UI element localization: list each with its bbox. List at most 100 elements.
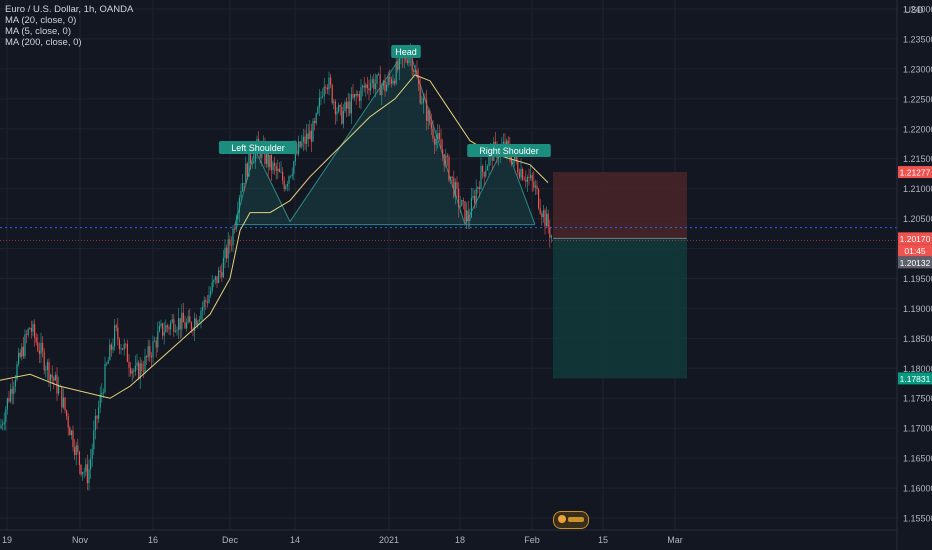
- candle-body: [96, 415, 98, 419]
- candle-body: [166, 325, 168, 328]
- candle-body: [368, 88, 370, 91]
- candle-body: [347, 101, 349, 109]
- ma-200-legend[interactable]: MA (200, close, 0): [5, 37, 82, 48]
- candle-body: [72, 430, 74, 448]
- candle-body: [29, 328, 31, 329]
- candle-body: [331, 84, 333, 103]
- candle-body: [325, 86, 327, 88]
- candle-body: [416, 70, 418, 78]
- candle-body: [112, 346, 114, 350]
- candle-body: [162, 323, 164, 336]
- candle-body: [195, 318, 197, 326]
- candle-body: [477, 187, 479, 189]
- y-tick-label: 1.22000: [903, 124, 932, 134]
- candle-body: [120, 348, 122, 349]
- candle-body: [178, 318, 180, 330]
- event-badge-icon[interactable]: [553, 511, 589, 529]
- candle-body: [522, 168, 524, 180]
- candle-body: [50, 374, 52, 381]
- candle-body: [235, 219, 237, 230]
- candle-body: [123, 343, 125, 350]
- candle-body: [197, 321, 199, 326]
- candle-body: [219, 270, 221, 272]
- position-zones[interactable]: [0, 172, 897, 379]
- candle-body: [53, 377, 55, 381]
- candle-body: [346, 101, 348, 109]
- y-tick-label: 1.19500: [903, 274, 932, 284]
- candle-body: [467, 210, 469, 222]
- candle-body: [437, 132, 439, 139]
- y-tick-label: 1.17500: [903, 394, 932, 404]
- candle-body: [26, 334, 28, 336]
- candle-body: [482, 166, 484, 173]
- candle-body: [277, 168, 279, 171]
- candle-body: [46, 362, 48, 370]
- candle-body: [125, 343, 127, 345]
- candle-body: [248, 151, 250, 177]
- candle-body: [83, 471, 85, 473]
- candle-body: [323, 86, 325, 97]
- candle-body: [456, 182, 458, 189]
- y-tick-label: 1.17000: [903, 424, 932, 434]
- candle-body: [30, 328, 32, 332]
- symbol-title[interactable]: Euro / U.S. Dollar, 1h, OANDA: [5, 4, 134, 15]
- candle-body: [18, 352, 20, 365]
- candle-body: [243, 183, 245, 184]
- candle-body: [133, 370, 135, 372]
- candle-body: [453, 177, 455, 197]
- candle-body: [531, 175, 533, 182]
- candle-body: [464, 201, 466, 222]
- x-tick-label: 16: [148, 535, 158, 545]
- candle-body: [130, 367, 132, 374]
- candle-body: [373, 79, 375, 90]
- candle-body: [107, 360, 109, 364]
- y-tick-label: 1.18000: [903, 364, 932, 374]
- candle-body: [226, 247, 228, 259]
- candle-body: [109, 344, 111, 361]
- candle-body: [408, 55, 410, 64]
- candle-body: [150, 356, 152, 358]
- candle-body: [152, 341, 154, 358]
- candle-body: [462, 200, 464, 202]
- candle-body: [394, 80, 396, 84]
- candle-body: [538, 189, 540, 209]
- candle-body: [8, 398, 10, 402]
- ma-5-legend[interactable]: MA (5, close, 0): [5, 26, 71, 37]
- candle-body: [338, 105, 340, 112]
- time-axis[interactable]: 19 Nov 16 Dec 14 2021 18 Feb 15 Mar: [0, 529, 897, 545]
- candle-body: [182, 312, 184, 323]
- candle-body: [184, 322, 186, 329]
- x-tick-label: Feb: [524, 535, 540, 545]
- candle-body: [350, 94, 352, 114]
- candle-body: [502, 141, 504, 145]
- pattern-label: Left Shoulder: [231, 143, 285, 153]
- candle-body: [528, 176, 530, 178]
- candle-body: [51, 374, 53, 378]
- candle-body: [206, 301, 208, 303]
- candle-body: [363, 85, 365, 88]
- chart-grid: [0, 0, 897, 530]
- candle-body: [157, 331, 159, 348]
- candle-body: [224, 247, 226, 259]
- candle-body: [494, 141, 496, 144]
- candle-body: [171, 319, 173, 323]
- stop-loss-zone: [553, 172, 687, 239]
- take-profit-zone: [553, 238, 687, 379]
- candle-body: [234, 228, 236, 230]
- price-axis[interactable]: 1.24000 1.23500 1.23000 1.22500 1.22000 1.215…: [896, 0, 932, 550]
- candle-body: [104, 364, 106, 393]
- candle-body: [230, 244, 232, 246]
- candle-body: [205, 300, 207, 302]
- ma-20-legend[interactable]: MA (20, close, 0): [5, 15, 77, 26]
- candle-body: [32, 324, 34, 332]
- pattern-label-box: [391, 45, 421, 58]
- candle-body: [291, 173, 293, 177]
- candle-body: [168, 327, 170, 330]
- candle-body: [547, 213, 549, 228]
- candle-body: [293, 161, 295, 174]
- candle-body: [358, 94, 360, 102]
- candle-body: [488, 154, 490, 167]
- candle-body: [91, 449, 93, 460]
- price-label-box: [898, 372, 932, 385]
